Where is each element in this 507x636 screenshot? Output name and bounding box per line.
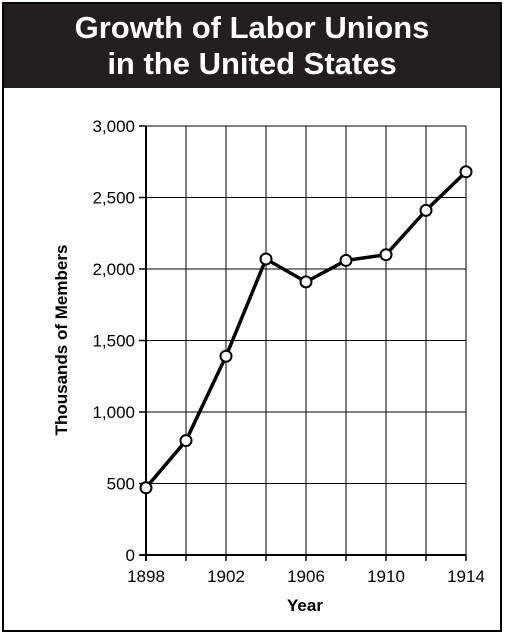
x-tick-label: 1902 — [207, 567, 245, 586]
data-point-1898 — [139, 481, 153, 495]
grid — [145, 125, 467, 556]
y-tick-label: 1,500 — [92, 332, 135, 351]
chart-title-line-1: Growth of Labor Unions — [74, 10, 430, 45]
chart-title-line-2: in the United States — [107, 46, 397, 81]
data-point-1912 — [419, 203, 433, 217]
data-point-1900 — [179, 434, 193, 448]
data-point-1906 — [299, 275, 313, 289]
x-tick-label: 1898 — [127, 567, 165, 586]
y-tick-label: 3,000 — [92, 117, 135, 136]
x-tick-label: 1910 — [367, 567, 405, 586]
data-point-1908 — [339, 253, 353, 267]
y-tick-label: 2,000 — [92, 260, 135, 279]
tick-labels: 0 500 1,000 1,500 2,000 2,500 3,000 1898 1902 190… — [92, 117, 484, 586]
y-tick-label: 2,500 — [92, 189, 135, 208]
x-tick-label: 1914 — [447, 567, 485, 586]
x-tick-label: 1906 — [287, 567, 325, 586]
y-axis-label: Thousands of Members — [52, 245, 71, 436]
y-tick-label: 500 — [107, 475, 135, 494]
series-membership — [139, 165, 473, 495]
chart-title: Growth of Labor Unions in the United Sta… — [4, 4, 500, 88]
y-tick-label: 1,000 — [92, 403, 135, 422]
data-point-1910 — [379, 248, 393, 262]
axes — [139, 125, 467, 561]
x-axis-label: Year — [287, 596, 323, 615]
data-point-1904 — [259, 252, 273, 266]
data-point-1902 — [219, 349, 233, 363]
data-point-1914 — [459, 165, 473, 179]
y-tick-label: 0 — [126, 546, 135, 565]
chart-frame — [2, 2, 502, 632]
